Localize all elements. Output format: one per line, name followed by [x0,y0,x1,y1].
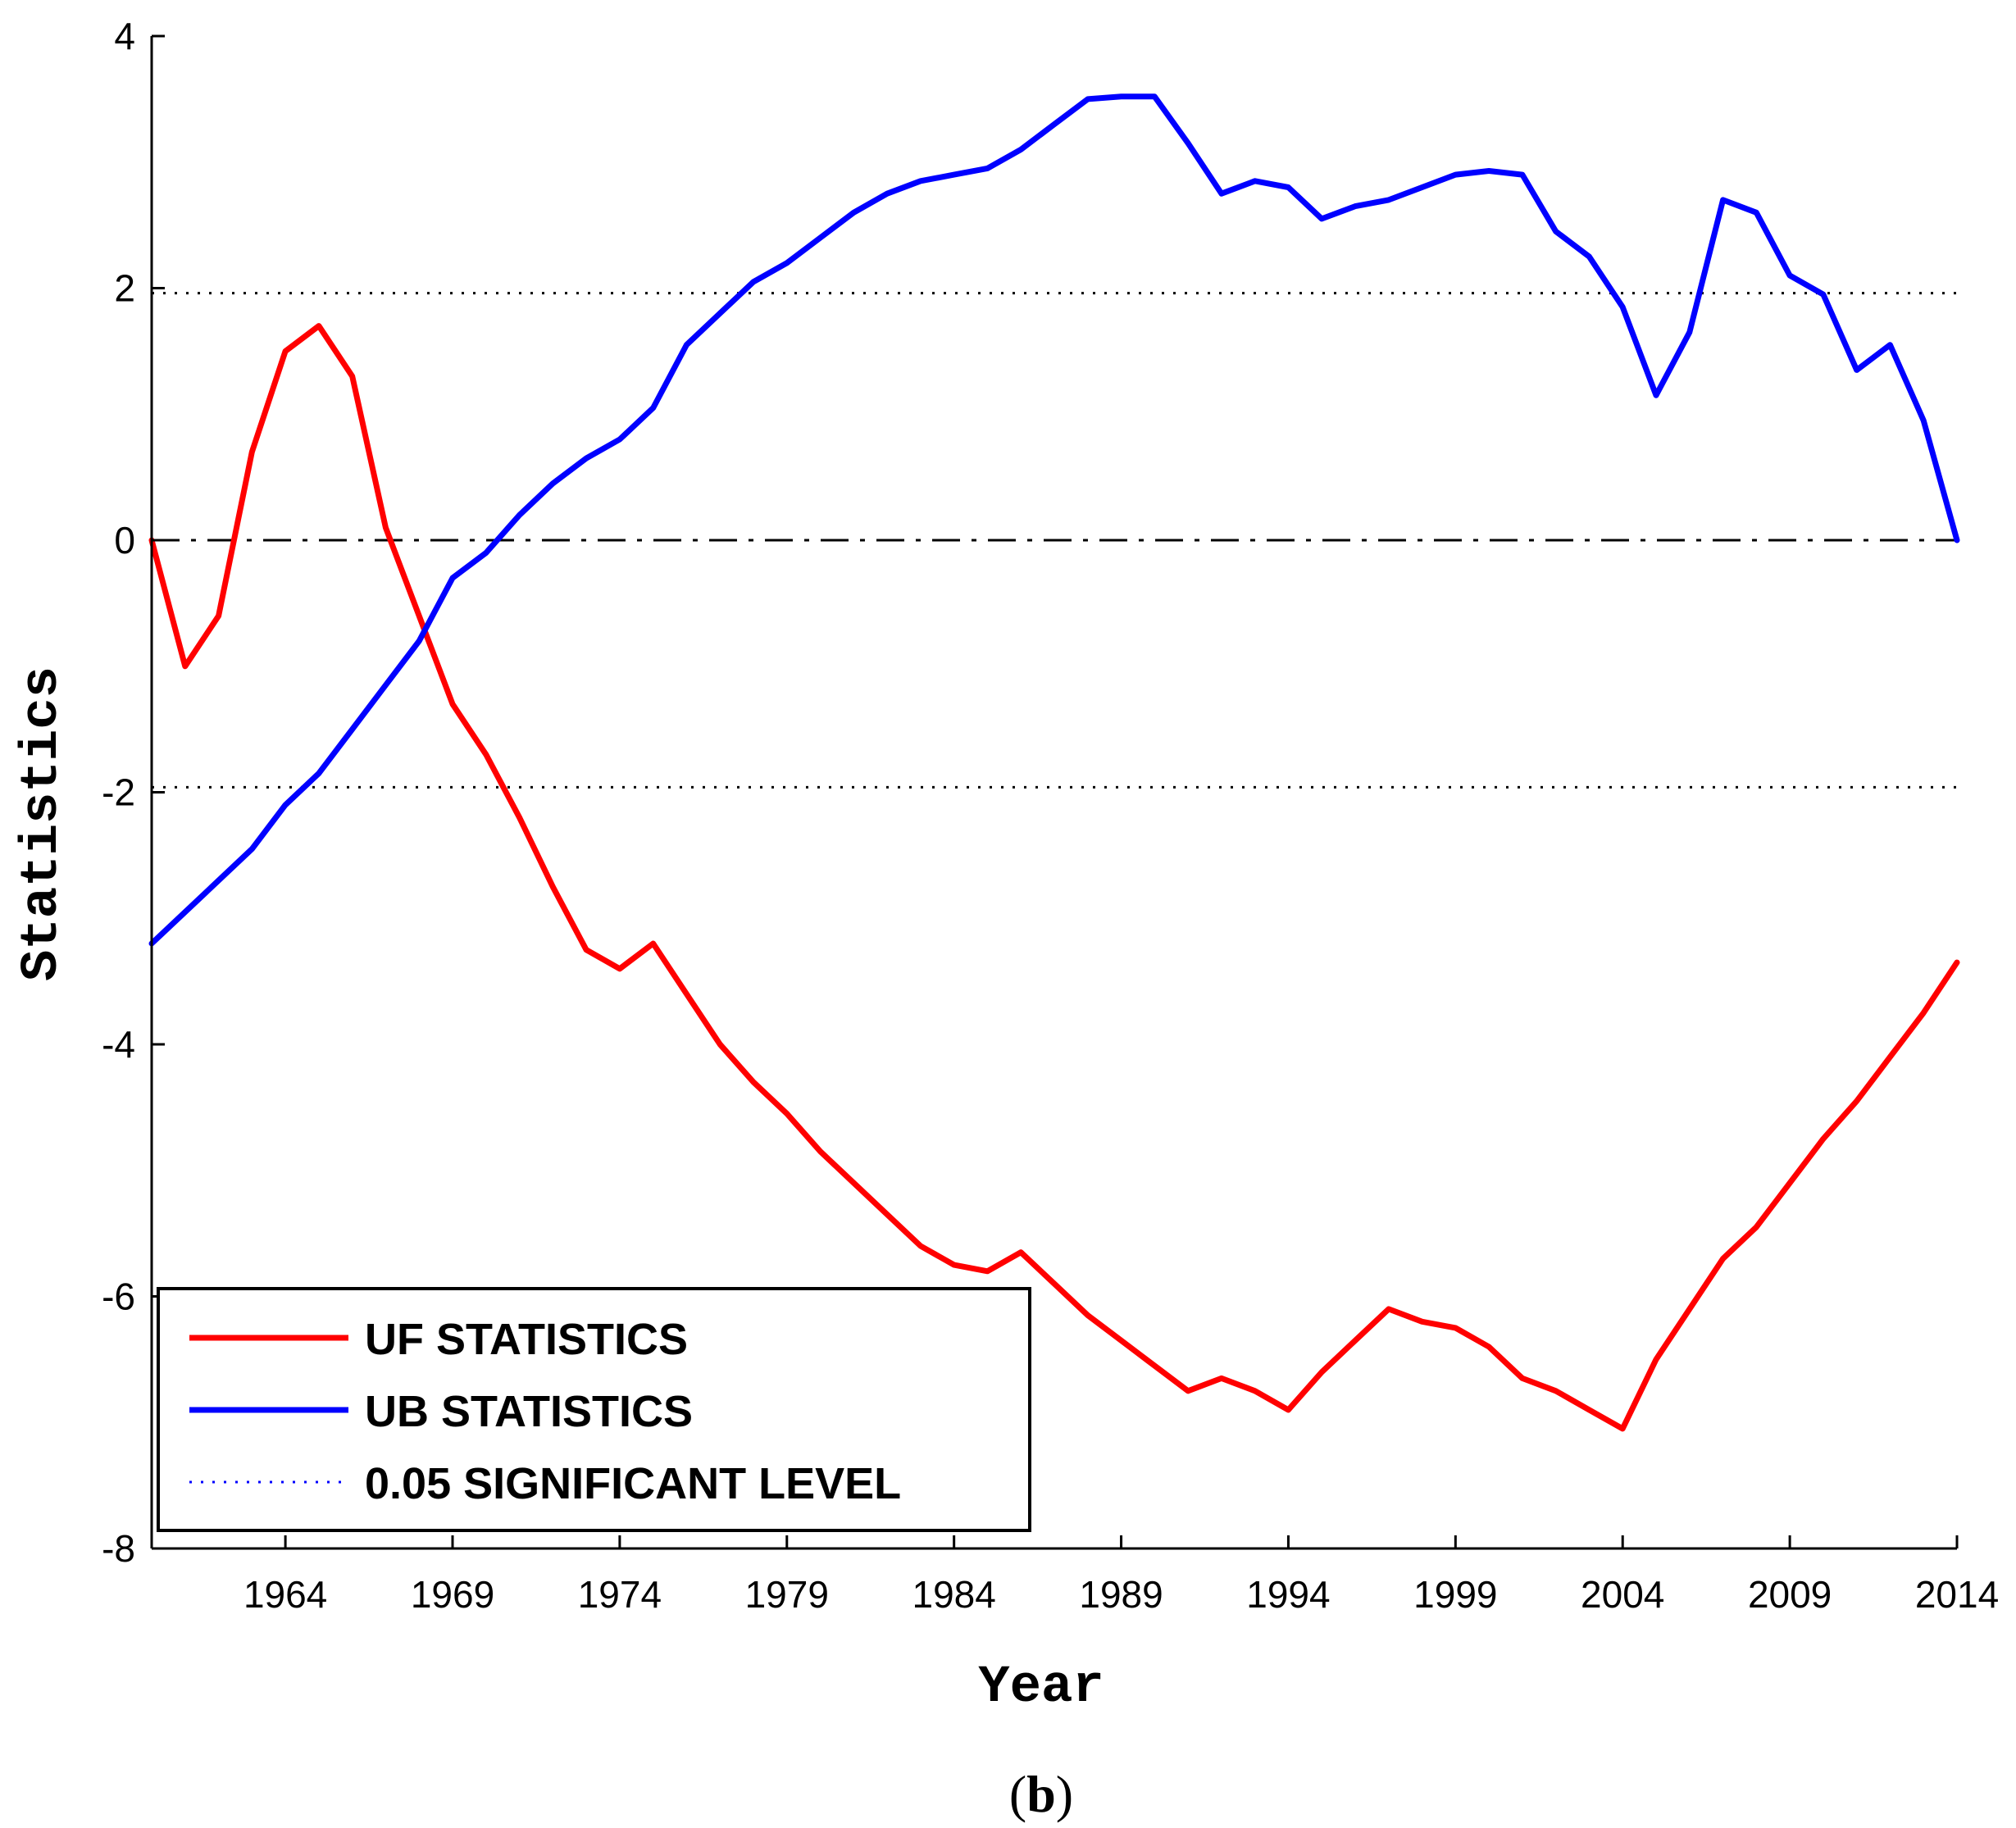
y-tick-label: -6 [102,1276,135,1318]
y-axis-title: Statistics [13,666,72,981]
panel-label-letter: b [1026,1765,1056,1823]
x-tick-label: 1989 [1079,1573,1163,1616]
x-tick-label: 1979 [745,1573,829,1616]
series-lines [148,93,1960,1432]
y-tick-label: -8 [102,1527,135,1570]
x-tick-label: 1969 [411,1573,494,1616]
panel-label-close: ) [1056,1765,1073,1823]
panel-label-open: ( [1009,1765,1026,1823]
x-tick-label: 2004 [1581,1573,1664,1616]
legend-label: 0.05 SIGNIFICANT LEVEL [365,1459,901,1508]
y-tick-label: 2 [114,267,135,310]
x-tick-label: 1999 [1413,1573,1497,1616]
y-tick-label: 0 [114,519,135,562]
legend: UF STATISTICS UB STATISTICS 0.05 SIGNIFICA… [157,1287,1031,1532]
legend-label: UF STATISTICS [365,1315,688,1364]
x-tick-label: 2014 [1915,1573,1999,1616]
plot-area [152,292,1957,789]
series-line-ub [148,93,1960,947]
y-tick-label: 4 [114,15,135,57]
x-tick-label: 1984 [912,1573,995,1616]
x-tick-label: 1964 [243,1573,327,1616]
x-tick-label: 1974 [578,1573,662,1616]
legend-label: UB STATISTICS [365,1387,693,1436]
y-tick-label: -4 [102,1023,135,1066]
x-axis-title: Year [978,1658,1104,1717]
axes: 4 2 0 -2 -4 -6 -8 1964 1969 1974 1979 1984 1989 1994 1… [102,15,1999,1616]
series-line-uf [148,323,1960,1432]
x-tick-label: 2009 [1748,1573,1832,1616]
panel-label: (b) [1009,1765,1073,1823]
axis-titles: Year Statistics (b) [13,666,1104,1823]
y-tick-label: -2 [102,771,135,814]
x-tick-label: 1994 [1246,1573,1330,1616]
